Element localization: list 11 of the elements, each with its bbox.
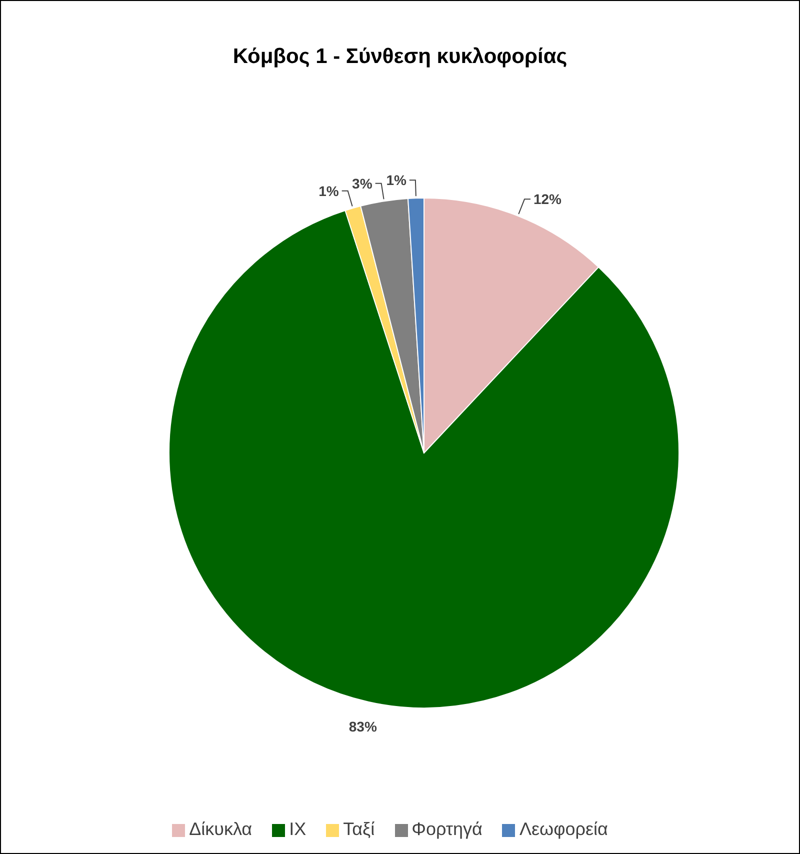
data-label: 3% bbox=[352, 175, 373, 192]
legend-label: Ταξί bbox=[343, 819, 375, 839]
chart-title: Κόμβος 1 - Σύνθεση κυκλοφορίας bbox=[232, 45, 568, 69]
data-label: 12% bbox=[534, 191, 562, 208]
data-label: 1% bbox=[318, 182, 340, 199]
legend-label: Φορτηγά bbox=[412, 819, 482, 839]
data-label: 1% bbox=[386, 172, 407, 188]
legend-label: Λεωφορεία bbox=[519, 819, 608, 839]
data-label: 83% bbox=[348, 718, 378, 734]
legend-label: ΙΧ bbox=[289, 819, 306, 839]
legend-label: Δίκυκλα bbox=[189, 819, 252, 839]
